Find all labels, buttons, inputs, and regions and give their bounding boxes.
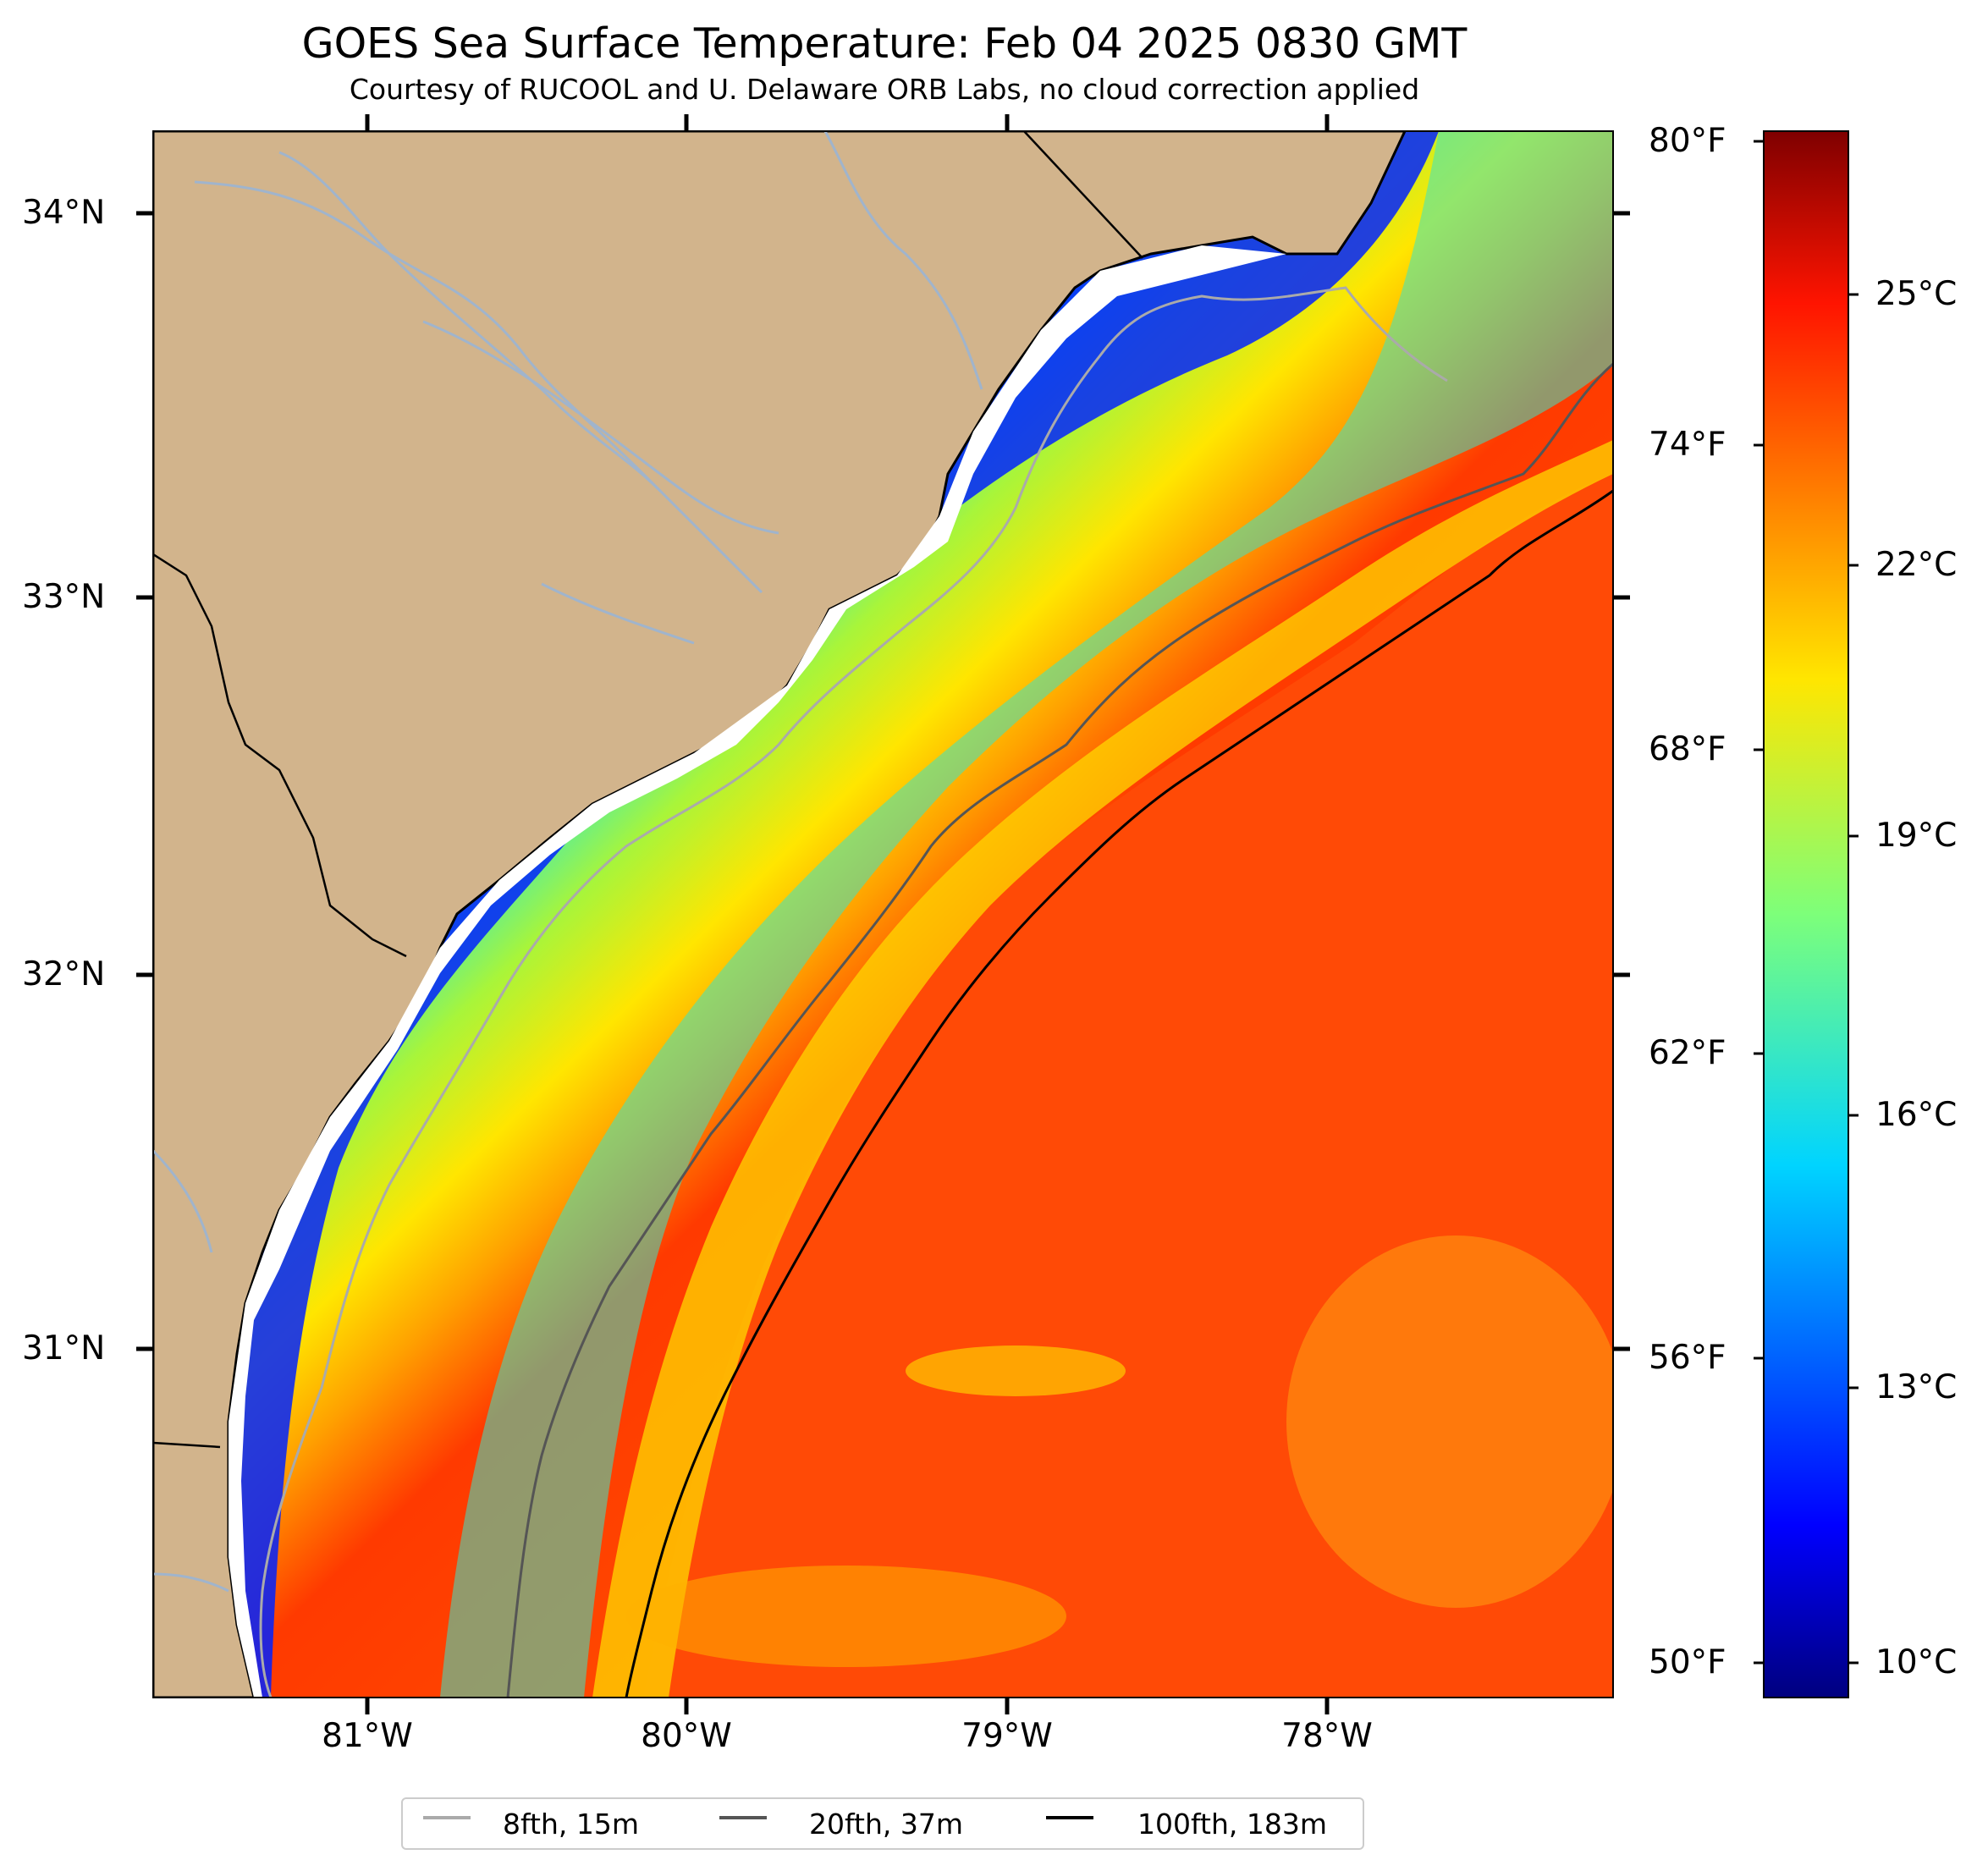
map-frame <box>152 130 1614 1698</box>
lat-label-34n: 34°N <box>22 194 106 232</box>
lon-label-81w: 81°W <box>322 1717 413 1755</box>
colorbar-c-13: 13°C <box>1875 1368 1958 1406</box>
isobath-100fth-183m <box>625 489 1613 1698</box>
colorbar-c-25: 25°C <box>1875 275 1958 313</box>
colorbar-f-50: 50°F <box>1649 1643 1726 1681</box>
isobath-8fth-15m <box>259 286 1448 1698</box>
colorbar-f-62: 62°F <box>1649 1034 1726 1072</box>
colorbar-f-56: 56°F <box>1649 1339 1726 1377</box>
colorbar-c-10: 10°C <box>1875 1643 1958 1681</box>
colorbar-f-80: 80°F <box>1649 122 1726 160</box>
isobath-legend: 8fth, 15m 20fth, 37m 100fth, 183m <box>401 1797 1364 1850</box>
colorbar-c-19: 19°C <box>1875 817 1958 855</box>
map-subtitle: Courtesy of RUCOOL and U. Delaware ORB L… <box>349 73 1420 106</box>
warm-eddy <box>1286 1235 1613 1608</box>
cloud-speckle <box>906 1345 1126 1396</box>
map-area <box>153 131 1613 1698</box>
lon-label-78w: 78°W <box>1281 1717 1373 1755</box>
lat-label-31n: 31°N <box>22 1329 106 1367</box>
legend-swatch-8fth <box>423 1816 471 1819</box>
legend-swatch-100fth <box>1046 1816 1093 1819</box>
lat-label-33n: 33°N <box>22 578 106 616</box>
lat-ticks <box>136 211 1630 1351</box>
colorbar-c-22: 22°C <box>1875 546 1958 584</box>
lon-ticks <box>365 114 1330 1714</box>
lon-label-80w: 80°W <box>641 1717 732 1755</box>
state-borders <box>153 131 1143 1449</box>
lon-label-79w: 79°W <box>961 1717 1053 1755</box>
thermal-front <box>592 440 1613 1698</box>
legend-label-20fth: 20fth, 37m <box>809 1808 963 1841</box>
coastal-no-data <box>229 245 1286 1698</box>
colorbar-f-74: 74°F <box>1649 426 1726 464</box>
cloud-speckle-south <box>626 1566 1066 1667</box>
legend-label-100fth: 100fth, 183m <box>1137 1808 1327 1841</box>
legend-label-8fth: 8fth, 15m <box>503 1808 640 1841</box>
colorbar-f-68: 68°F <box>1649 730 1726 768</box>
isobath-20fth-37m <box>506 362 1613 1698</box>
legend-swatch-20fth <box>719 1816 767 1819</box>
lat-label-32n: 32°N <box>22 955 106 993</box>
colorbar-ticks <box>1754 140 1859 1665</box>
map-title: GOES Sea Surface Temperature: Feb 04 202… <box>301 19 1468 68</box>
colorbar <box>1763 130 1849 1698</box>
mid-shelf-water <box>440 131 1613 1698</box>
colorbar-c-16: 16°C <box>1875 1096 1958 1134</box>
rivers <box>153 131 983 1593</box>
